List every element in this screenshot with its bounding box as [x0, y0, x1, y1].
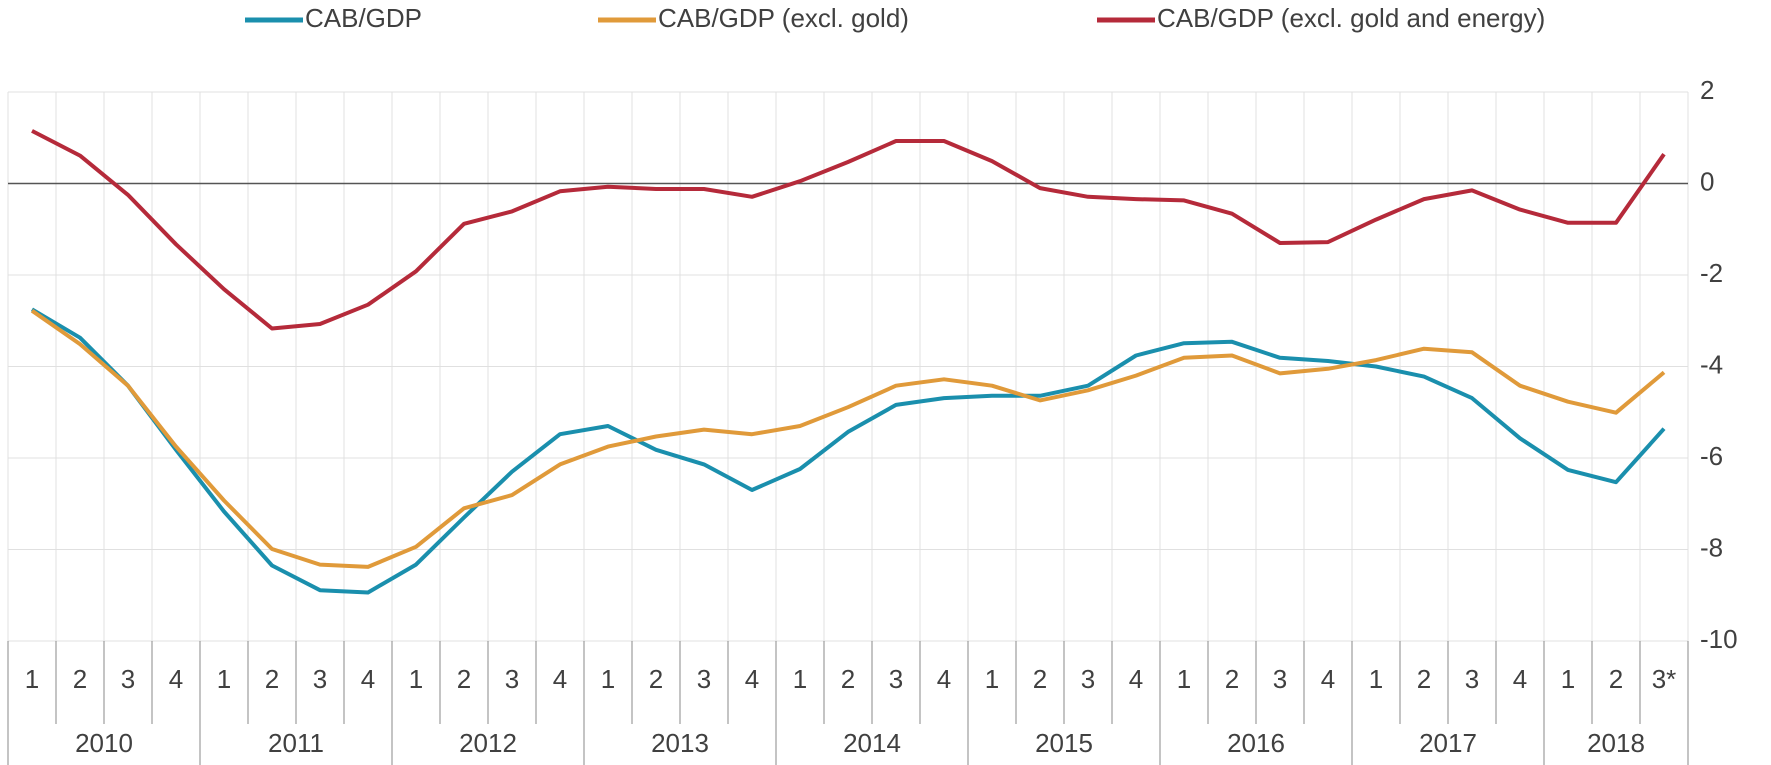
x-tick-label: 2	[457, 664, 471, 694]
year-label: 2010	[75, 728, 133, 758]
x-tick-label: 1	[409, 664, 423, 694]
x-tick-label: 3	[697, 664, 711, 694]
year-label: 2016	[1227, 728, 1285, 758]
year-label: 2014	[843, 728, 901, 758]
y-tick-label: 0	[1700, 166, 1714, 196]
x-tick-label: 2	[841, 664, 855, 694]
x-tick-label: 3*	[1652, 664, 1677, 694]
x-tick-label: 1	[1561, 664, 1575, 694]
legend-label: CAB/GDP (excl. gold and energy)	[1157, 3, 1545, 33]
x-tick-label: 1	[1177, 664, 1191, 694]
year-label: 2012	[459, 728, 517, 758]
y-tick-label: -2	[1700, 258, 1723, 288]
x-tick-label: 4	[1129, 664, 1143, 694]
year-label: 2013	[651, 728, 709, 758]
x-tick-label: 3	[505, 664, 519, 694]
y-tick-label: 2	[1700, 75, 1714, 105]
year-label: 2015	[1035, 728, 1093, 758]
x-tick-label: 3	[313, 664, 327, 694]
x-tick-label: 4	[169, 664, 183, 694]
x-tick-label: 2	[1033, 664, 1047, 694]
x-tick-label: 2	[1609, 664, 1623, 694]
x-tick-label: 2	[265, 664, 279, 694]
x-tick-label: 4	[937, 664, 951, 694]
x-tick-label: 4	[361, 664, 375, 694]
year-label: 2011	[268, 728, 324, 758]
x-tick-label: 1	[25, 664, 39, 694]
x-tick-label: 1	[217, 664, 231, 694]
x-tick-label: 1	[793, 664, 807, 694]
x-tick-label: 3	[121, 664, 135, 694]
y-tick-label: -6	[1700, 441, 1723, 471]
year-label: 2017	[1419, 728, 1477, 758]
x-tick-label: 3	[1273, 664, 1287, 694]
x-tick-label: 1	[1369, 664, 1383, 694]
x-tick-label: 2	[1225, 664, 1239, 694]
legend-label: CAB/GDP	[305, 3, 422, 33]
series-line	[31, 129, 1666, 331]
x-tick-label: 4	[553, 664, 567, 694]
y-tick-label: -10	[1700, 624, 1738, 654]
x-tick-label: 4	[1513, 664, 1527, 694]
legend-label: CAB/GDP (excl. gold)	[658, 3, 909, 33]
x-tick-label: 3	[889, 664, 903, 694]
y-tick-label: -4	[1700, 349, 1723, 379]
x-tick-label: 1	[601, 664, 615, 694]
series-line	[30, 307, 1666, 595]
series-line	[30, 309, 1666, 569]
x-tick-label: 1	[985, 664, 999, 694]
x-tick-label: 2	[649, 664, 663, 694]
x-tick-label: 4	[745, 664, 759, 694]
x-tick-label: 4	[1321, 664, 1335, 694]
x-tick-label: 3	[1465, 664, 1479, 694]
x-tick-label: 3	[1081, 664, 1095, 694]
x-tick-label: 2	[1417, 664, 1431, 694]
y-tick-label: -8	[1700, 532, 1723, 562]
year-label: 2018	[1587, 728, 1645, 758]
x-tick-label: 2	[73, 664, 87, 694]
